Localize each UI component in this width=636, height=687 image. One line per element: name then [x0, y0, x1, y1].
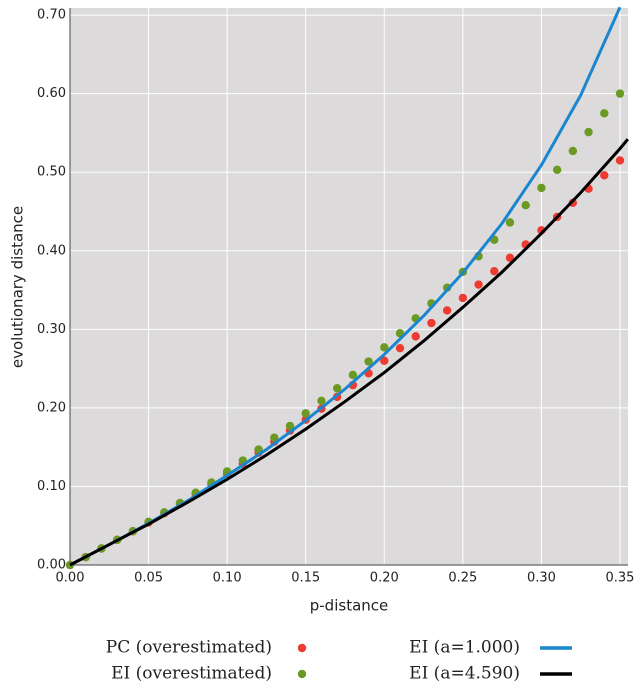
point: [505, 218, 515, 227]
line: [69, 138, 629, 567]
plot-background: [70, 8, 628, 565]
point: [348, 370, 358, 380]
point: [552, 165, 562, 175]
x-tick-label: 0.30: [527, 571, 556, 586]
y-tick-label: 0.60: [37, 86, 66, 101]
point: [505, 253, 515, 263]
point: [380, 356, 389, 365]
legend-marker: [297, 669, 307, 679]
x-tick-label: 0.20: [370, 571, 399, 586]
legend-label: EI (overestimated): [111, 664, 272, 684]
legend-label: PC (overestimated): [106, 638, 272, 658]
point: [615, 156, 625, 165]
point: [568, 146, 578, 156]
y-axis-label: evolutionary distance: [9, 206, 27, 368]
x-tick-label: 0.00: [56, 571, 85, 586]
y-tick-label: 0.70: [37, 8, 66, 23]
point: [600, 109, 609, 118]
x-tick-label: 0.10: [213, 571, 242, 586]
point: [427, 318, 436, 328]
x-tick-label: 0.15: [291, 571, 320, 586]
point: [285, 421, 295, 431]
legend: PC (overestimated) EI (overestimated) EI (…: [106, 638, 572, 684]
point: [270, 433, 279, 442]
y-tick-label: 0.40: [37, 243, 66, 258]
y-tick-label: 0.30: [37, 322, 66, 337]
point: [615, 89, 625, 98]
x-tick-label: 0.05: [134, 571, 163, 586]
y-tick-label: 0.20: [37, 400, 66, 415]
point: [411, 332, 420, 341]
legend-marker: [297, 643, 307, 653]
point: [600, 171, 609, 180]
y-tick-label: 0.10: [37, 479, 66, 494]
point: [584, 127, 593, 137]
x-axis-label: p-distance: [310, 597, 389, 615]
x-tick-label: 0.35: [606, 571, 635, 586]
point: [442, 306, 452, 315]
point: [301, 409, 310, 418]
point: [458, 293, 468, 303]
point: [474, 280, 483, 289]
marks: [65, 6, 629, 570]
point: [364, 357, 373, 366]
y-tick-label: 0.00: [37, 558, 66, 573]
point: [332, 384, 342, 393]
x-tick-label: 0.25: [448, 571, 477, 586]
point: [395, 343, 405, 353]
point: [317, 396, 326, 406]
legend-label: EI (a=1.000): [409, 638, 520, 658]
point: [380, 343, 389, 352]
legend-label: EI (a=4.590): [409, 664, 520, 684]
point: [490, 266, 499, 276]
point: [537, 183, 546, 193]
y-tick-label: 0.50: [37, 165, 66, 180]
point: [521, 200, 530, 210]
